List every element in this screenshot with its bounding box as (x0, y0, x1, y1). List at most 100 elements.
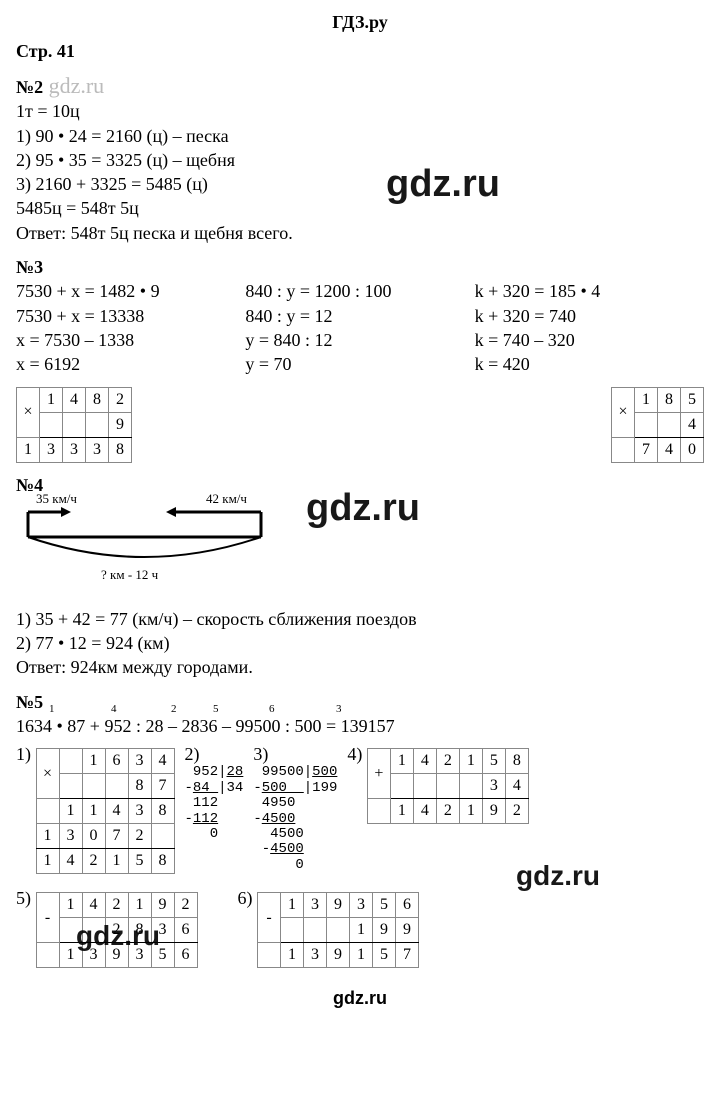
cell: 2 (436, 799, 459, 824)
cell (86, 412, 109, 437)
ex4-l1: 1) 35 + 42 = 77 (км/ч) – скорость сближе… (16, 607, 704, 631)
cell: 6 (174, 943, 197, 968)
cell: 5 (151, 943, 174, 968)
cell: 2 (128, 824, 151, 849)
cell: 2 (105, 918, 128, 943)
ex3-c3-l3: k = 740 – 320 (475, 328, 704, 352)
ex3-col3: k + 320 = 185 • 4 k + 320 = 740 k = 740 … (475, 279, 704, 376)
ex3-c2-l4: y = 70 (245, 352, 474, 376)
cell: 8 (151, 849, 174, 874)
cell: 3 (59, 824, 82, 849)
cell: 4 (681, 412, 704, 437)
cell: 4 (82, 893, 105, 918)
ex5-p5: 5) -142192 2836 139356 (16, 888, 198, 968)
ex2-title: №2 (16, 77, 43, 97)
cell: 2 (105, 893, 128, 918)
cell: 1 (59, 943, 82, 968)
cell: 8 (151, 799, 174, 824)
cell: 1 (40, 387, 63, 412)
op-cell: × (17, 387, 40, 437)
cell (612, 437, 635, 462)
part-label: 1) (16, 744, 31, 764)
cell: 9 (482, 799, 505, 824)
ex5-p1: 1) ×1634 87 11438 13072 142158 (16, 744, 175, 874)
cell: 4 (59, 849, 82, 874)
cell: 9 (151, 893, 174, 918)
op-cell: + (367, 749, 390, 799)
page-label: Стр. 41 (16, 39, 704, 63)
cell: 2 (82, 849, 105, 874)
cell: 8 (505, 749, 528, 774)
ex3-c1-l1: 7530 + x = 1482 • 9 (16, 279, 245, 303)
ex3-c3-l2: k + 320 = 740 (475, 304, 704, 328)
cell (658, 412, 681, 437)
ex3-c2-l3: y = 840 : 12 (245, 328, 474, 352)
inline-wm: gdz.ru (43, 73, 104, 98)
cell: 6 (174, 918, 197, 943)
cell: 1 (82, 749, 105, 774)
op-cell: - (258, 893, 281, 943)
ex3-col1: 7530 + x = 1482 • 9 7530 + x = 13338 x =… (16, 279, 245, 376)
longdiv-2: 952|28 -84 |34 112 -112 0 (185, 765, 244, 842)
ex3-c1-l4: x = 6192 (16, 352, 245, 376)
cell: 2 (505, 799, 528, 824)
cell: 8 (109, 437, 132, 462)
op-cell: × (36, 749, 59, 799)
cell (635, 412, 658, 437)
cell: 5 (373, 943, 396, 968)
ex4-dist: ? км - 12 ч (101, 567, 158, 583)
cell: 2 (174, 893, 197, 918)
ex2-l4: 5485ц = 548т 5ц (16, 196, 704, 220)
cell: 3 (128, 799, 151, 824)
cell: 3 (40, 437, 63, 462)
op-cell: - (36, 893, 59, 943)
cell: 3 (86, 437, 109, 462)
cell: 1 (635, 387, 658, 412)
cell: 1 (17, 437, 40, 462)
cell: 5 (128, 849, 151, 874)
cell: 1 (36, 849, 59, 874)
ex5-p6: 6) -139356 199 139157 (238, 888, 420, 968)
cell: 8 (128, 774, 151, 799)
cell: 0 (681, 437, 704, 462)
cell: 9 (109, 412, 132, 437)
cell: 2 (109, 387, 132, 412)
cell: 1 (281, 893, 304, 918)
cell: 1 (459, 799, 482, 824)
cell: 3 (128, 943, 151, 968)
site-header: ГДЗ.ру (16, 12, 704, 33)
ex3-c1-l2: 7530 + x = 13338 (16, 304, 245, 328)
cell: 3 (482, 774, 505, 799)
cell: 8 (86, 387, 109, 412)
cell: 4 (105, 799, 128, 824)
cell: 1 (390, 799, 413, 824)
cell: 4 (63, 387, 86, 412)
ex3-c2-l1: 840 : y = 1200 : 100 (245, 279, 474, 303)
longdiv-3: 99500|500 -500 |199 4950 -4500 4500 -450… (253, 765, 337, 873)
cell: 3 (304, 943, 327, 968)
order-sup: 5 (213, 702, 219, 717)
cell: 5 (681, 387, 704, 412)
cell: 1 (36, 824, 59, 849)
cell: 1 (82, 799, 105, 824)
part-label: 2) (185, 744, 200, 764)
part-label: 5) (16, 888, 31, 908)
ex3-c3-l1: k + 320 = 185 • 4 (475, 279, 704, 303)
cell: 9 (105, 943, 128, 968)
ex4-speed1: 35 км/ч (36, 491, 77, 507)
cell: 4 (658, 437, 681, 462)
order-sup: 6 (269, 702, 275, 717)
ex4-ans: Ответ: 924км между городами. (16, 655, 704, 679)
cell: 3 (82, 943, 105, 968)
ex5-p4: 4) +142158 34 142192 (347, 744, 529, 824)
cell: 3 (128, 749, 151, 774)
cell: 4 (413, 799, 436, 824)
cell: 7 (635, 437, 658, 462)
ex5-expr-text: 1634 • 87 + 952 : 28 – 2836 – 99500 : 50… (16, 716, 395, 736)
ex2-l3: 3) 2160 + 3325 = 5485 (ц) (16, 172, 704, 196)
cell: 3 (350, 893, 373, 918)
ex4-l2: 2) 77 • 12 = 924 (км) (16, 631, 704, 655)
ex4-speed2: 42 км/ч (206, 491, 247, 507)
cell (63, 412, 86, 437)
part-label: 6) (238, 888, 253, 908)
